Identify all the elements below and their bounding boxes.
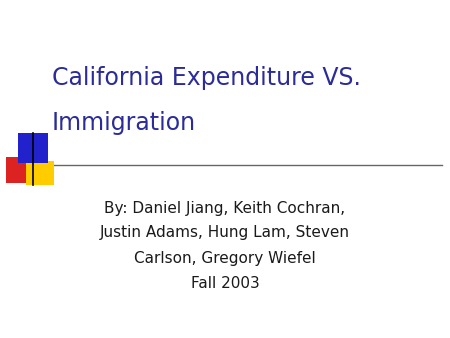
Text: Carlson, Gregory Wiefel: Carlson, Gregory Wiefel xyxy=(134,250,316,266)
Bar xyxy=(18,133,48,163)
Text: By: Daniel Jiang, Keith Cochran,: By: Daniel Jiang, Keith Cochran, xyxy=(104,200,346,216)
Text: Immigration: Immigration xyxy=(52,111,196,135)
Bar xyxy=(6,157,34,183)
Bar xyxy=(26,161,54,185)
Text: Justin Adams, Hung Lam, Steven: Justin Adams, Hung Lam, Steven xyxy=(100,225,350,241)
Text: Fall 2003: Fall 2003 xyxy=(191,275,259,290)
Text: California Expenditure VS.: California Expenditure VS. xyxy=(52,66,361,90)
